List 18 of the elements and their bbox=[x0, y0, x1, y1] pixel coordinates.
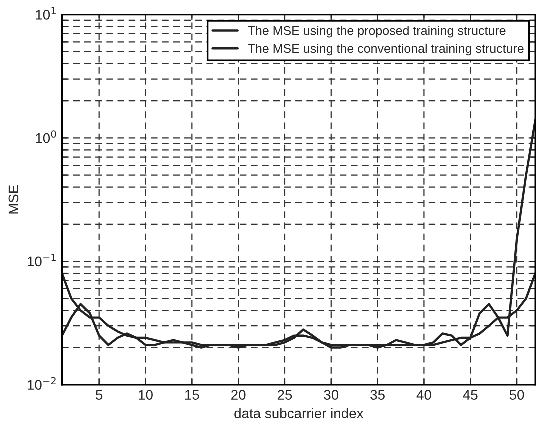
x-tick-label: 40 bbox=[416, 390, 432, 400]
y-axis-title: MSE bbox=[8, 185, 19, 214]
y-tick-label: 10$^{−1}$ bbox=[28, 254, 56, 267]
x-tick-label: 15 bbox=[185, 390, 200, 400]
y-tick-label: 10$^{−2}$ bbox=[28, 377, 56, 390]
x-tick-label: 10 bbox=[139, 390, 153, 400]
legend-label: The MSE using the conventional training structure bbox=[248, 44, 524, 56]
x-tick-label: 35 bbox=[370, 390, 385, 400]
x-axis-title: data subcarrier index bbox=[234, 408, 364, 418]
x-tick-label: 20 bbox=[232, 390, 246, 400]
x-tick-label: 50 bbox=[510, 390, 524, 400]
x-tick-label: 30 bbox=[324, 390, 339, 400]
y-tick-label: 10$^{1}$ bbox=[36, 7, 56, 20]
y-tick-label: 10$^{0}$ bbox=[36, 130, 56, 144]
x-tick-label: 25 bbox=[278, 390, 292, 400]
x-tick-label: 45 bbox=[463, 390, 478, 400]
x-tick-label: 5 bbox=[96, 390, 103, 400]
legend-label: The MSE using the proposed training structure bbox=[248, 26, 506, 38]
